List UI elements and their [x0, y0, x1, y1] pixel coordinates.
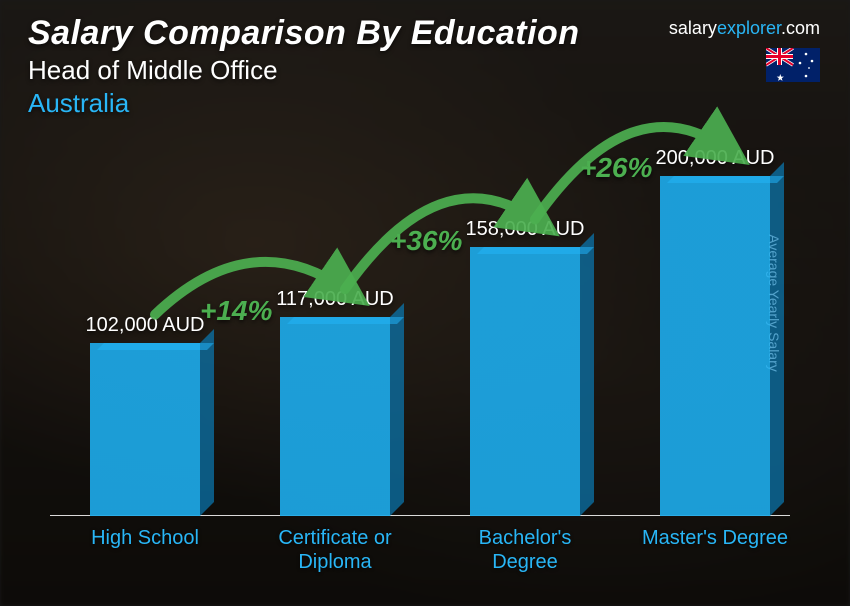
- increase-arc-1: [345, 198, 535, 289]
- australia-flag-icon: [766, 48, 820, 82]
- brand-logo-text: salaryexplorer.com: [669, 18, 820, 39]
- job-title: Head of Middle Office: [28, 55, 822, 86]
- brand-domain: .com: [781, 18, 820, 38]
- salary-bar-chart: 102,000 AUDHigh School117,000 AUDCertifi…: [50, 150, 790, 576]
- brand-prefix: salary: [669, 18, 717, 38]
- increase-arc-2: [535, 127, 725, 219]
- brand-suffix: explorer: [717, 18, 781, 38]
- arcs-layer: [50, 150, 790, 576]
- increase-arc-0: [155, 262, 345, 315]
- country-name: Australia: [28, 88, 822, 119]
- content-layer: Salary Comparison By Education Head of M…: [0, 0, 850, 606]
